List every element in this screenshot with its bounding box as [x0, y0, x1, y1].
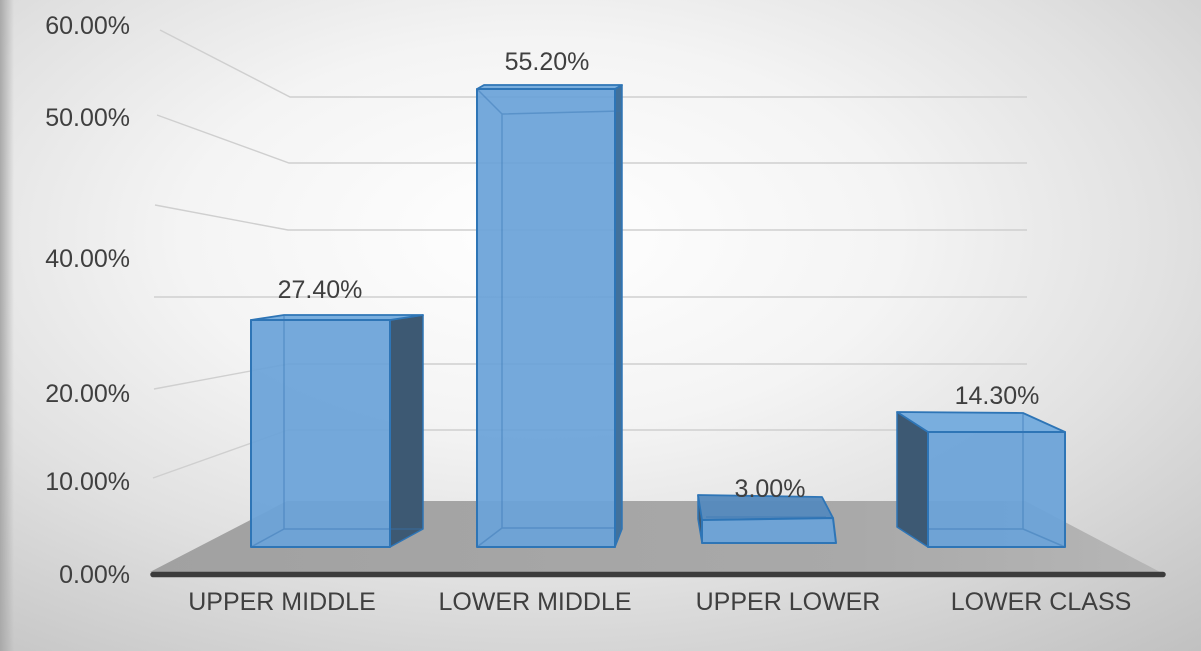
- data-label-upper-middle: 27.40%: [278, 276, 363, 304]
- category-label-upper-middle: UPPER MIDDLE: [188, 588, 376, 616]
- category-label-upper-lower: UPPER LOWER: [696, 588, 881, 616]
- ytick-0: 0.00%: [59, 561, 130, 589]
- bar-upper-lower[interactable]: [697, 494, 837, 544]
- bar-upper-middle-inner-edges: [250, 316, 422, 548]
- bar-lower-class-front-face: [927, 431, 1066, 548]
- bar-series: [250, 84, 1066, 548]
- bar-upper-middle-side-face: [389, 314, 424, 548]
- bar-lower-class[interactable]: [896, 411, 1066, 548]
- value-axis-labels: 60.00% 50.00% 40.00% 20.00% 10.00% 0.00%: [45, 12, 130, 589]
- bar-lower-middle-side-face: [614, 84, 623, 548]
- bar-lower-class-inner-edges: [928, 414, 1066, 548]
- gridline-60: [159, 29, 1027, 98]
- category-axis-labels: UPPER MIDDLE LOWER MIDDLE UPPER LOWER LO…: [188, 588, 1131, 616]
- data-labels: 27.40% 55.20% 3.00% 14.30%: [278, 48, 1040, 503]
- data-label-lower-class: 14.30%: [955, 382, 1040, 410]
- bar-lower-middle-front-face: [476, 88, 616, 548]
- data-label-lower-middle: 55.20%: [505, 48, 590, 76]
- ytick-20: 20.00%: [45, 380, 130, 408]
- ytick-60: 60.00%: [45, 12, 130, 40]
- bar-lower-class-side-face: [896, 411, 929, 548]
- ytick-50: 50.00%: [45, 104, 130, 132]
- data-label-upper-lower: 3.00%: [735, 475, 806, 503]
- bar-upper-middle[interactable]: [250, 314, 424, 548]
- category-label-lower-class: LOWER CLASS: [951, 588, 1132, 616]
- bar-lower-middle[interactable]: [476, 84, 623, 548]
- gridline-40: [154, 204, 1027, 231]
- ytick-40: 40.00%: [45, 245, 130, 273]
- left-edge-shading: [0, 0, 14, 651]
- gridline-50: [156, 114, 1027, 164]
- bar-lower-middle-inner-edges: [476, 88, 622, 548]
- ytick-10: 10.00%: [45, 468, 130, 496]
- bar-upper-middle-front-face: [250, 319, 391, 548]
- bar-upper-lower-front-face: [701, 517, 837, 544]
- category-label-lower-middle: LOWER MIDDLE: [438, 588, 631, 616]
